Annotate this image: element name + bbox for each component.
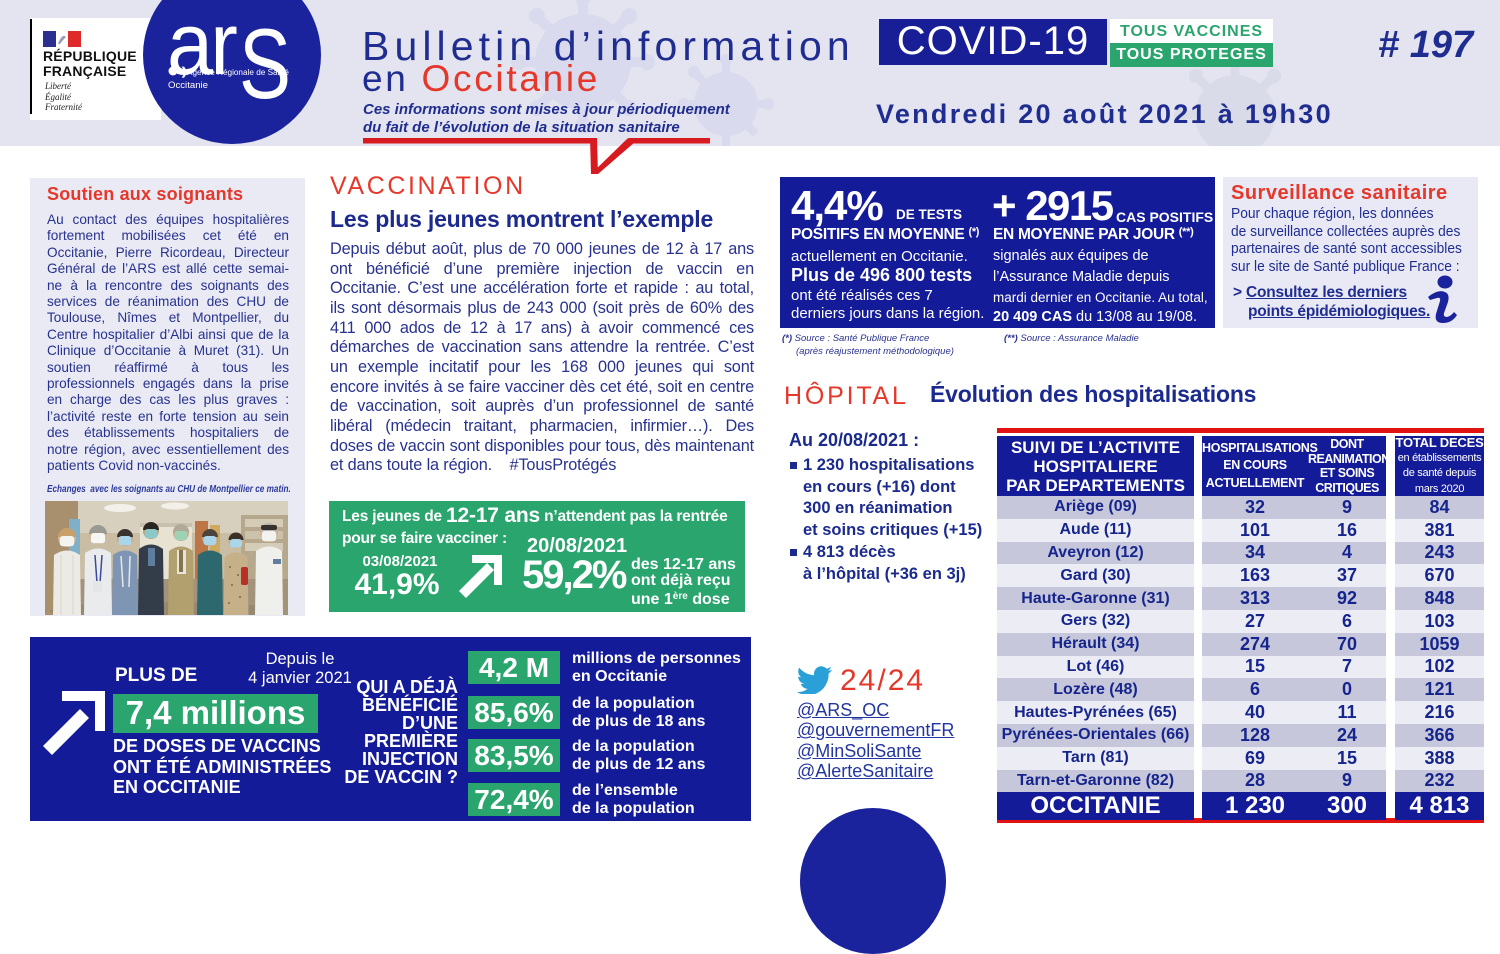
svg-text:❯: ❯: [180, 66, 189, 78]
svg-text:Occitanie: Occitanie: [168, 80, 208, 91]
svg-text:S: S: [239, 8, 291, 119]
svg-text:Agence Régionale de Santé: Agence Régionale de Santé: [187, 68, 289, 77]
svg-text:ar: ar: [167, 0, 237, 93]
